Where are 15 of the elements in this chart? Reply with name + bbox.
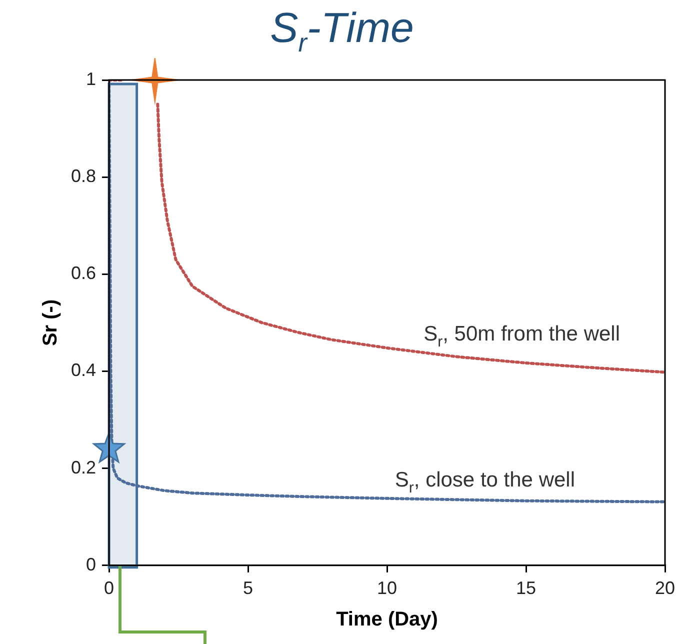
y-tick-label: 1 [86, 68, 96, 89]
x-tick-label: 5 [243, 578, 254, 598]
y-tick-label: 0.8 [70, 166, 96, 186]
y-tick-label: 0.6 [70, 263, 96, 284]
y-tick-label: 0.2 [70, 457, 96, 478]
x-tick-label: 15 [516, 578, 536, 598]
chart-title: S$_{r}$-Time [269, 3, 415, 60]
x-tick-label: 20 [654, 578, 676, 598]
y-axis-title: Sr (-) [40, 299, 62, 346]
y-tick-label: 0 [86, 554, 96, 574]
y-tick-label: 0.4 [70, 360, 96, 380]
x-tick-label: 10 [376, 578, 398, 598]
x-tick-label: 0 [104, 578, 114, 598]
x-axis-title: Time (Day) [336, 608, 438, 631]
line-series [109, 80, 665, 504]
